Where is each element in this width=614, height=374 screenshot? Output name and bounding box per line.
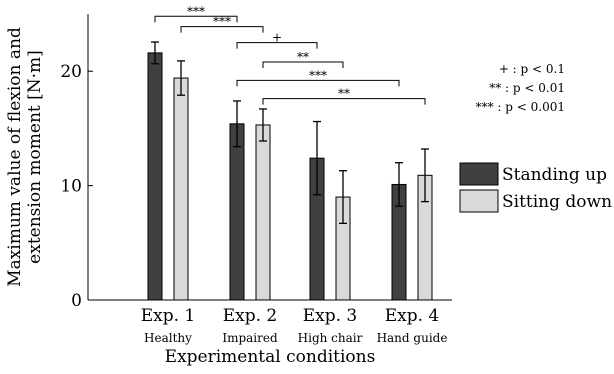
significance-bracket xyxy=(236,79,400,87)
sig-legend-entry: ** : p < 0.01 xyxy=(489,81,565,95)
significance-label: + xyxy=(272,31,282,45)
significance-bracket xyxy=(154,15,238,23)
legend: Standing up Sitting down xyxy=(459,162,612,213)
legend-swatch xyxy=(459,162,499,186)
significance-bracket xyxy=(262,61,344,69)
legend-label: Standing up xyxy=(502,165,607,185)
y-axis-title-line: Maximum value of flexion and xyxy=(5,27,25,287)
sig-legend-entry: + : p < 0.1 xyxy=(499,62,565,76)
bar-sitting-down xyxy=(173,77,189,301)
significance-legend: + : p < 0.1 ** : p < 0.01 *** : p < 0.001 xyxy=(476,62,565,114)
significance-bracket xyxy=(262,98,426,105)
y-tick-label: 10 xyxy=(60,177,82,197)
x-category-label: Exp. 4 xyxy=(385,306,440,326)
significance-bracket xyxy=(180,26,264,33)
significance-label: ** xyxy=(338,87,350,101)
significance-bracket xyxy=(236,42,318,49)
bar-standing-up xyxy=(229,123,245,301)
y-tick-label: 0 xyxy=(71,291,82,311)
x-subcategory-label: High chair xyxy=(298,331,363,345)
y-axis-title-line: extension moment [N·m] xyxy=(25,50,45,264)
legend-label: Sitting down xyxy=(502,192,612,212)
significance-label: *** xyxy=(213,15,231,29)
x-category-label: Exp. 2 xyxy=(223,306,278,326)
sig-legend-entry: *** : p < 0.001 xyxy=(476,100,565,114)
bar-sitting-down xyxy=(255,124,271,301)
x-axis-title: Experimental conditions xyxy=(165,347,376,367)
error-bars-layer xyxy=(151,41,429,225)
significance-label: *** xyxy=(187,4,205,18)
significance-label: *** xyxy=(309,68,327,82)
axis-labels: 0 10 20 Exp. 1 Healthy Exp. 2 Impaired Exp. 3 Hi… xyxy=(60,62,447,367)
x-category-label: Exp. 1 xyxy=(141,306,196,326)
y-axis-title: Maximum value of flexion and extension mo… xyxy=(5,27,45,287)
y-tick-label: 20 xyxy=(60,62,82,82)
x-subcategory-label: Hand guide xyxy=(377,331,448,345)
x-category-label: Exp. 3 xyxy=(303,306,358,326)
significance-label: ** xyxy=(297,50,309,64)
x-subcategory-label: Healthy xyxy=(144,331,192,345)
legend-swatch xyxy=(459,189,499,213)
bar-standing-up xyxy=(147,52,163,301)
x-subcategory-label: Impaired xyxy=(222,331,278,345)
significance-brackets: ******+******* xyxy=(154,4,426,105)
bars-layer xyxy=(147,52,433,301)
